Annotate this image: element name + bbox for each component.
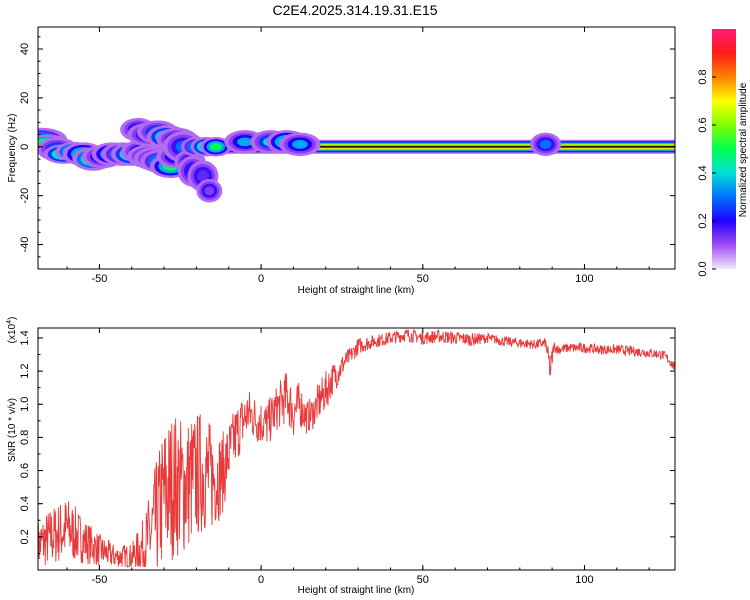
snr-ytick-label: 0.6 [19, 463, 31, 478]
spectrogram-blob [204, 186, 215, 196]
colorbar-tick-label: 0.4 [697, 165, 709, 180]
colorbar-tick-label: 0.8 [697, 69, 709, 84]
spectrogram-ytick-label: -40 [19, 237, 31, 253]
snr-panel: -50 0 50 100 0.2 0.4 0.6 0.8 1.0 1.2 1.4 Height of… [6, 317, 676, 596]
snr-ylabel: SNR (10 * v/v) [7, 398, 18, 462]
snr-xtick-label: 100 [575, 574, 593, 586]
zero-band-core [222, 146, 675, 148]
colorbar-tick-label: 0.0 [697, 261, 709, 276]
snr-ytick-label: 1.4 [19, 330, 31, 345]
snr-multiplier-exp: 4 [6, 320, 13, 324]
colorbar-gradient [712, 29, 736, 269]
colorbar-tick-label: 0.2 [697, 213, 709, 228]
snr-multiplier: (x104) [6, 317, 18, 344]
snr-ytick-label: 0.2 [19, 529, 31, 544]
snr-marks [38, 328, 675, 569]
colorbar-tick-label: 0.6 [697, 117, 709, 132]
spectrogram-ytick-label: -20 [19, 188, 31, 204]
snr-series-line [38, 328, 675, 569]
snr-multiplier-close: ) [7, 317, 18, 320]
spectrogram-blob [539, 139, 552, 149]
spectrogram-xtick-label: -50 [91, 273, 107, 285]
colorbar-label: Normalized spectral amplitude [738, 82, 749, 217]
snr-plot-area [38, 328, 675, 570]
snr-xlabel: Height of straight line (km) [298, 585, 415, 596]
spectrogram-ytick-label: 20 [19, 92, 31, 104]
snr-ytick-label: 1.0 [19, 397, 31, 412]
snr-ytick-label: 1.2 [19, 363, 31, 378]
snr-xtick-label: 50 [417, 574, 429, 586]
spectrogram-blob [292, 139, 308, 149]
spectrogram-blob [237, 137, 253, 147]
spectrogram-marks [38, 117, 675, 203]
spectrogram-axes: -50 0 50 100 -40 -20 0 20 40 [19, 27, 675, 285]
spectrogram-xlabel: Height of straight line (km) [298, 285, 415, 296]
spectrogram-ylabel: Frequency (Hz) [7, 114, 18, 183]
spectrogram-xtick-label: 50 [417, 273, 429, 285]
spectrogram-xtick-label: 100 [575, 273, 593, 285]
colorbar-ticks: 0.0 0.2 0.4 0.6 0.8 [697, 69, 716, 277]
spectrogram-ytick-label: 0 [19, 144, 31, 150]
snr-xtick-label: 0 [258, 574, 264, 586]
spectrogram-frame [37, 26, 676, 270]
colorbar: 0.0 0.2 0.4 0.6 0.8 Normalized spectral ampl… [697, 29, 749, 277]
spectrogram-blob [197, 170, 209, 182]
snr-multiplier-base: (x10 [7, 323, 18, 343]
snr-xtick-label: -50 [91, 574, 107, 586]
snr-ytick-label: 0.8 [19, 430, 31, 445]
snr-ytick-label: 0.4 [19, 496, 31, 511]
spectrogram-panel: -50 0 50 100 -40 -20 0 20 40 Height of straight … [7, 26, 676, 296]
snr-axes: -50 0 50 100 0.2 0.4 0.6 0.8 1.0 1.2 1.4 [19, 328, 675, 586]
spectrogram-xtick-label: 0 [258, 273, 264, 285]
figure-title: C2E4.2025.314.19.31.E15 [272, 2, 437, 18]
spectrogram-ytick-label: 40 [19, 43, 31, 55]
snr-frame [37, 327, 676, 571]
spectrogram-blob [210, 143, 222, 151]
